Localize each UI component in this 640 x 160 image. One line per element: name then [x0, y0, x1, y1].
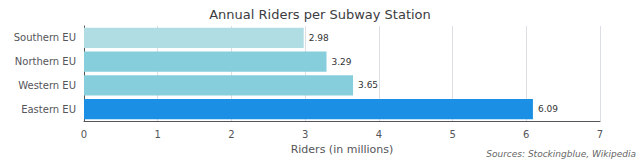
- svg-text:5: 5: [449, 129, 455, 140]
- svg-text:7: 7: [597, 129, 603, 140]
- svg-text:2: 2: [228, 129, 234, 140]
- svg-text:0: 0: [81, 129, 87, 140]
- svg-text:Northern EU: Northern EU: [15, 56, 76, 67]
- svg-text:Riders (in millions): Riders (in millions): [291, 143, 394, 156]
- svg-text:Western EU: Western EU: [18, 80, 76, 91]
- svg-text:Annual Riders per Subway Stati: Annual Riders per Subway Station: [209, 7, 431, 22]
- svg-text:1: 1: [155, 129, 161, 140]
- svg-text:Southern EU: Southern EU: [14, 32, 76, 43]
- svg-text:6: 6: [523, 129, 529, 140]
- svg-text:4: 4: [376, 129, 382, 140]
- svg-text:3: 3: [302, 129, 308, 140]
- svg-text:Eastern EU: Eastern EU: [21, 104, 76, 115]
- svg-text:3.29: 3.29: [332, 57, 352, 67]
- svg-text:2.98: 2.98: [309, 33, 329, 43]
- svg-text:6.09: 6.09: [538, 104, 558, 114]
- svg-text:Sources: Stockingblue, Wikiped: Sources: Stockingblue, Wikipedia: [486, 149, 636, 159]
- svg-text:3.65: 3.65: [358, 80, 378, 90]
